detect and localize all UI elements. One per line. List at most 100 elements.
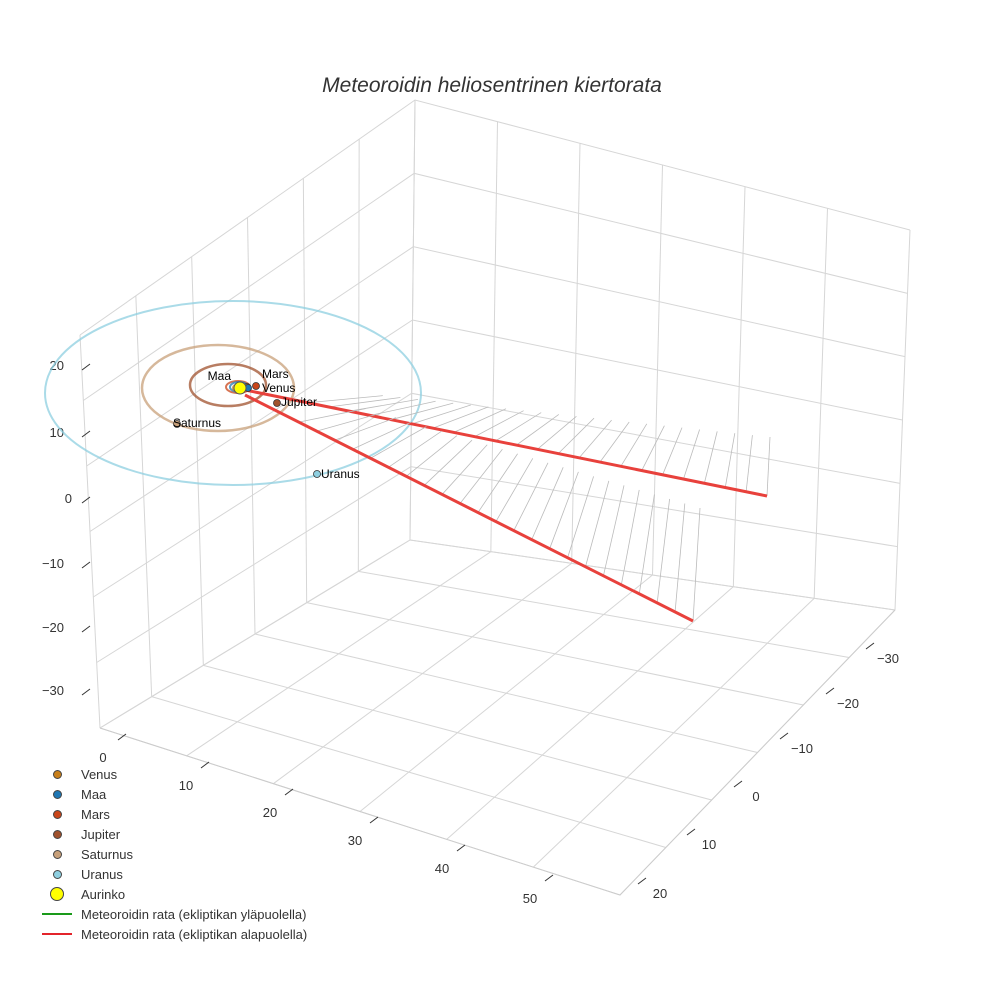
drop-line [641,425,665,471]
y-tick-label: −10 [791,741,813,756]
drop-line [745,435,753,492]
x-tick [117,733,127,741]
legend-symbol [36,809,78,819]
legend-item[interactable]: Saturnus [36,844,307,864]
z-tick-label: 20 [50,358,64,373]
drop-line [585,480,610,567]
drop-line [495,412,542,442]
y-tick [686,828,696,836]
x-tick-label: 0 [99,750,106,765]
drop-line [432,406,489,429]
drop-line [603,485,625,576]
marker-icon [50,887,64,901]
marker-icon [52,849,62,859]
marker-icon [52,809,62,819]
grid-line [732,186,746,587]
y-tick-label: −30 [877,651,899,666]
z-tick-label: −30 [42,683,64,698]
grid-line [302,178,308,603]
drop-line [391,402,454,421]
x-tick-label: 30 [348,833,362,848]
legend-item[interactable]: Meteoroidin rata (ekliptikan alapuolella… [36,924,307,944]
z-tick [81,430,91,438]
sun-marker [233,381,247,395]
drop-line [531,467,564,540]
x-tick-label: 20 [263,805,277,820]
legend-label: Mars [81,806,110,822]
drop-line [352,421,412,450]
planet-mars [252,382,260,390]
legend-item[interactable]: Maa [36,784,307,804]
z-tick [81,625,91,633]
legend-label: Venus [81,766,118,782]
drop-line [441,444,488,495]
chart-title: Meteoroidin heliosentrinen kiertorata [322,74,662,97]
drop-line [298,408,366,423]
legend-symbol [36,769,78,779]
drop-line [656,498,670,603]
legend-label: Meteoroidin rata (ekliptikan yläpuolella… [81,906,307,922]
planet-uranus [313,470,321,478]
planet-label: Uranus [321,467,360,481]
y-tick-label: 0 [752,789,759,804]
drop-line [459,448,503,504]
drop-line [477,453,518,513]
legend-symbol [36,829,78,839]
z-tick [81,496,91,504]
legend[interactable]: Venus Maa Mars Jupiter Saturnus Uranus Aurinko… [36,764,307,944]
drop-line [474,410,524,437]
legend-item[interactable]: Meteoroidin rata (ekliptikan yläpuolella… [36,904,307,924]
drop-line [724,433,736,488]
drop-line [537,416,577,450]
y-tick-label: −20 [837,696,859,711]
grid-line [86,246,906,467]
legend-item[interactable]: Venus [36,764,307,784]
grid-line [894,229,911,611]
drop-line [495,458,534,522]
drop-line [599,421,630,463]
drop-line [620,489,640,585]
legend-label: Jupiter [81,826,121,842]
drop-line [766,436,771,497]
marker-icon [52,869,62,879]
drop-line [549,471,579,549]
drop-line [674,503,686,612]
y-tick [825,687,835,695]
y-tick [779,732,789,740]
drop-line [411,404,471,425]
drop-line [638,494,655,594]
x-tick [200,761,210,769]
legend-item[interactable]: Jupiter [36,824,307,844]
drop-line [703,431,718,484]
legend-item[interactable]: Aurinko [36,884,307,904]
line-icon [42,933,72,935]
legend-symbol [36,933,78,935]
x-tick [284,788,294,796]
x-tick [456,844,466,852]
drop-line [453,408,507,433]
legend-item[interactable]: Uranus [36,864,307,884]
legend-item[interactable]: Mars [36,804,307,824]
y-tick [733,780,743,788]
z-tick-label: −10 [42,556,64,571]
y-tick-label: 10 [702,837,716,852]
drop-line [683,429,700,480]
planet-label: Jupiter [281,395,317,409]
planet-label: Saturnus [173,416,221,430]
x-tick [369,816,379,824]
drop-line [370,400,436,416]
drop-line [692,507,701,622]
axis-line [99,609,896,896]
planet-label: Venus [262,381,295,395]
x-tick-label: 50 [523,891,537,906]
drop-line [406,435,458,477]
z-tick [81,363,91,371]
drop-line [578,419,612,459]
drop-line [307,395,383,404]
drop-line [513,462,549,531]
y-tick-label: 20 [653,886,667,901]
trajectory-line [244,388,768,498]
legend-label: Meteoroidin rata (ekliptikan alapuolella… [81,926,308,942]
line-icon [42,913,72,915]
